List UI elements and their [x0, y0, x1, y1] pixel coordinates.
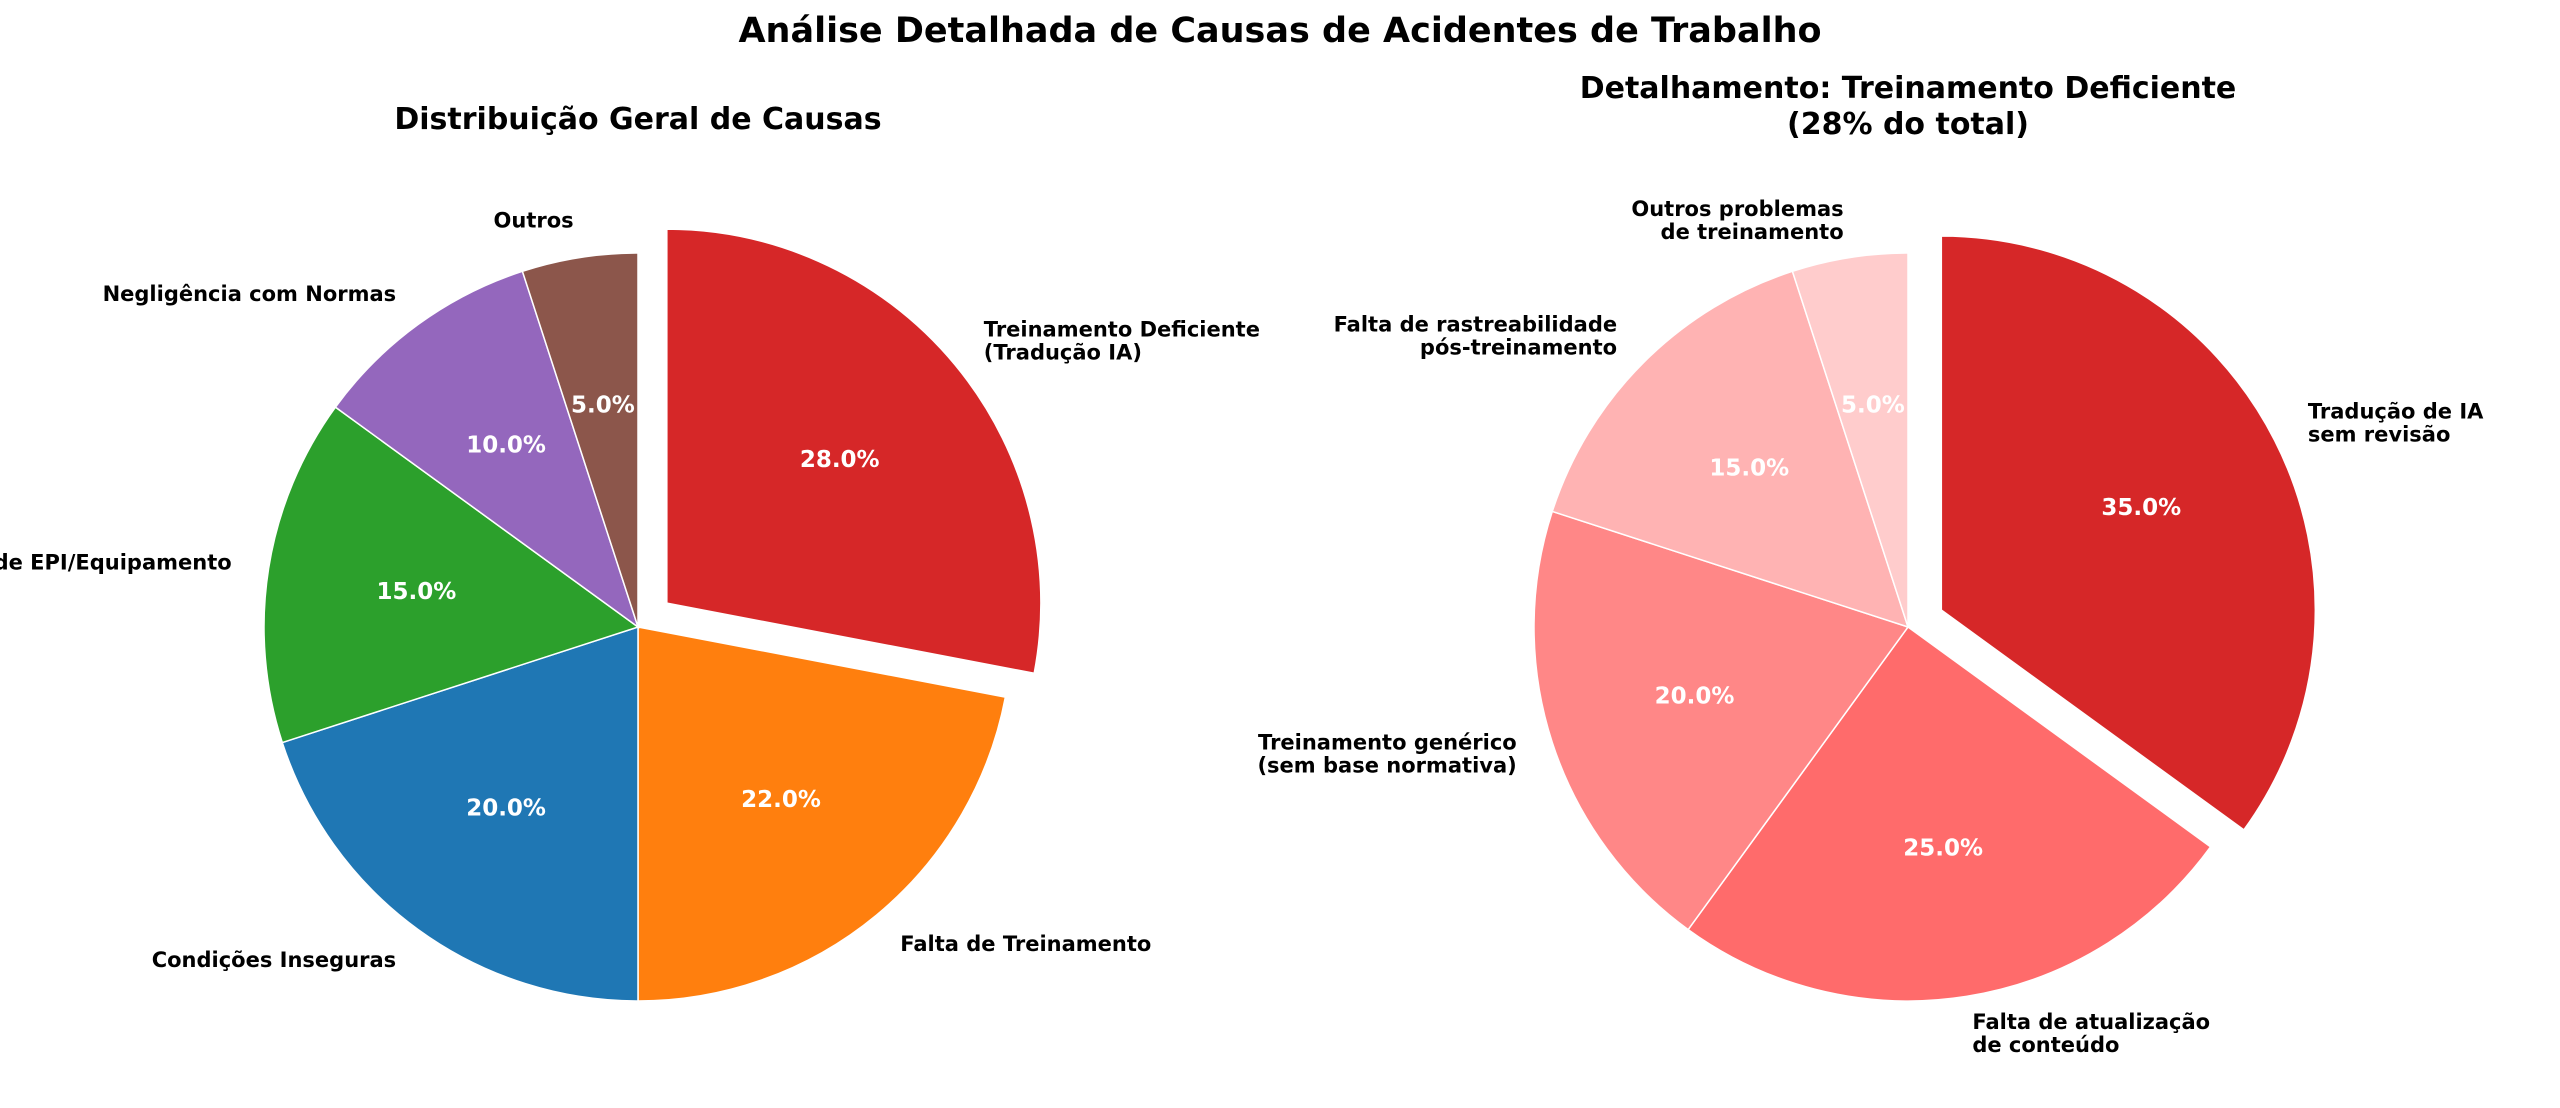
- training-slice-traducao-de-ia-sem-revisao: [1940, 235, 2317, 831]
- general-pct-label-falta-de-epi-equipamento: 15.0%: [376, 579, 456, 605]
- training-category-label-falta-de-atualizacao-de-conteudo: Falta de atualização de conteúdo: [1972, 1010, 2210, 1057]
- general-category-label-condicoes-inseguras: Condições Inseguras: [152, 948, 396, 972]
- general-slice-falta-de-treinamento: [637, 626, 1007, 1002]
- training-pct-label-outros-problemas-de-treinamento: 5.0%: [1841, 392, 1905, 418]
- training-pct-label-falta-de-rastreabilidade-pos-treinamento: 15.0%: [1709, 455, 1789, 481]
- general-pct-label-condicoes-inseguras: 20.0%: [466, 796, 546, 822]
- general-slice-treinamento-deficiente-traducao-ia: [666, 228, 1042, 675]
- general-chart-title: Distribuição Geral de Causas: [394, 102, 881, 137]
- general-category-label-treinamento-deficiente-traducao-ia: Treinamento Deficiente (Tradução IA): [984, 317, 1260, 364]
- general-slice-condicoes-inseguras: [281, 625, 639, 1002]
- training-category-label-treinamento-generico-sem-base-normativa: Treinamento genérico (sem base normativa): [1257, 731, 1516, 778]
- training-category-label-outros-problemas-de-treinamento: Outros problemas de treinamento: [1631, 197, 1843, 244]
- training-category-label-falta-de-rastreabilidade-pos-treinamento: Falta de rastreabilidade pós-treinamento: [1334, 313, 1618, 360]
- training-pct-label-traducao-de-ia-sem-revisao: 35.0%: [2101, 495, 2181, 521]
- general-category-label-falta-de-epi-equipamento: Falta de EPI/Equipamento: [0, 551, 232, 575]
- general-slice-negligencia-com-normas: [334, 270, 640, 629]
- general-slice-outros: [521, 252, 639, 628]
- training-slice-falta-de-atualizacao-de-conteudo: [1687, 625, 2212, 1002]
- general-category-label-outros: Outros: [494, 209, 574, 233]
- general-pct-label-treinamento-deficiente-traducao-ia: 28.0%: [800, 447, 880, 473]
- general-slice-falta-de-epi-equipamento: [263, 406, 640, 744]
- training-slice-outros-problemas-de-treinamento: [1791, 252, 1909, 628]
- training-category-label-traducao-de-ia-sem-revisao: Tradução de IA sem revisão: [2308, 400, 2484, 447]
- general-pct-label-outros: 5.0%: [571, 392, 635, 418]
- training-slice-treinamento-generico-sem-base-normativa: [1533, 510, 1910, 931]
- training-pct-label-treinamento-generico-sem-base-normativa: 20.0%: [1655, 683, 1735, 709]
- pie-chart-training-breakdown: Detalhamento: Treinamento Deficiente (28%…: [1257, 71, 2484, 1057]
- training-slice-falta-de-rastreabilidade-pos-treinamento: [1551, 270, 1910, 629]
- general-pct-label-negligencia-com-normas: 10.0%: [466, 432, 546, 458]
- figure-title: Análise Detalhada de Causas de Acidentes…: [738, 11, 1821, 51]
- general-category-label-falta-de-treinamento: Falta de Treinamento: [900, 932, 1151, 956]
- general-category-label-negligencia-com-normas: Negligência com Normas: [103, 282, 397, 306]
- training-pct-label-falta-de-atualizacao-de-conteudo: 25.0%: [1903, 836, 1983, 862]
- pie-chart-general-causes: Distribuição Geral de Causas 28.0% Treinam…: [0, 102, 1260, 1002]
- general-pct-label-falta-de-treinamento: 22.0%: [741, 787, 821, 813]
- training-chart-title: Detalhamento: Treinamento Deficiente (28%…: [1580, 71, 2237, 142]
